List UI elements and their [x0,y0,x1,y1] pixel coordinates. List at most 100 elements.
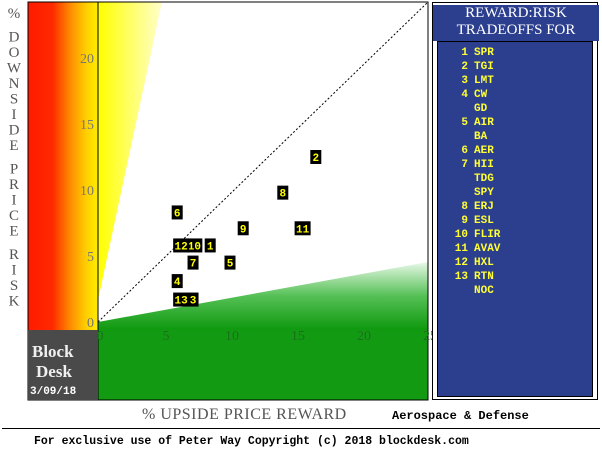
data-point-box [277,185,289,200]
legend-item: NOC [438,284,588,298]
data-point-box [187,292,199,307]
legend-item: 4 CW [438,88,588,102]
data-point-label: 11 [296,224,310,236]
legend-ticker: SPY [474,187,494,199]
legend-ticker: GD [474,103,488,115]
legend-item: 6 AER [438,144,588,158]
legend-item: BA [438,130,588,144]
legend-item: 8 ERJ [438,200,588,214]
diagonal-line [97,1,429,323]
legend-panel: REWARD:RISK TRADEOFFS FOR 1 SPR 2 TGI 3 LMT 4 C… [432,2,599,400]
report-date: 3/09/18 [30,386,77,398]
y-axis-title-letter: P [10,162,18,178]
legend-ticker: SPR [474,47,494,59]
sector-label: Aerospace & Defense [392,409,529,423]
data-point-box [186,238,203,253]
legend-item: 9 ESL [438,214,588,228]
data-point-label: 13 [175,296,189,308]
y-axis-title-letter: S [10,278,18,294]
x-tick-label: 15 [291,329,305,344]
legend-ticker: AVAV [474,243,501,255]
y-axis-title-letter: N [9,76,20,92]
data-point-label: 5 [227,259,234,271]
data-point-box [171,205,183,220]
data-point-box [187,255,199,270]
yellow-zone [98,2,162,300]
legend-rank: 12 [454,257,468,269]
legend-rank: 9 [461,215,468,227]
y-tick-label: 5 [87,250,94,265]
y-axis-title-letter: I [12,193,17,209]
y-axis-title-letter: W [7,61,22,77]
legend-ticker: HXL [474,257,494,269]
legend-ticker: HII [474,159,494,171]
x-axis-title: % UPSIDE PRICE REWARD [142,406,347,423]
logo-line2: Desk [36,362,72,381]
legend-item: 13 RTN [438,270,588,284]
block-desk-logo: Block Desk 3/09/18 [28,330,98,400]
legend-rank: 6 [461,145,468,157]
legend-rank: 11 [454,243,468,255]
data-point-box [310,150,322,164]
y-tick-label: 10 [80,184,94,199]
legend-list: 1 SPR 2 TGI 3 LMT 4 CW GD 5 AIR BA 6 AER 7 HII TDG SPY 8 ER… [438,46,588,298]
legend-rank: 7 [461,159,468,171]
legend-ticker: LMT [474,75,494,87]
x-tick-label: 0 [97,329,104,344]
data-point-label: 12 [175,241,188,253]
y-tick-label: 20 [80,52,94,67]
data-point-label: 8 [279,189,286,201]
data-point-label: 3 [190,296,197,308]
legend-ticker: TDG [474,173,494,185]
y-axis-title-letter: D [9,30,20,46]
plot-border [27,1,429,401]
data-point-box [173,238,190,253]
legend-item: 3 LMT [438,74,588,88]
copyright-footer: For exclusive use of Peter Way Copyright… [34,435,469,448]
data-point-label: 7 [190,259,197,271]
data-point-label: 6 [174,208,181,220]
legend-rank: 2 [461,61,468,73]
legend-ticker: NOC [474,285,494,297]
legend-rank: 5 [461,117,468,129]
x-tick-label: 10 [225,329,239,344]
y-tick-label: 0 [87,316,94,331]
legend-title: REWARD:RISK TRADEOFFS FOR [433,5,599,41]
legend-ticker: AER [474,145,494,157]
y-axis-title-letter: E [9,224,18,240]
y-tick-label: 25 [80,0,94,1]
data-point-box [173,292,190,307]
legend-ticker: CW [474,89,488,101]
y-axis-title-letter: S [10,92,18,108]
y-axis-title-letter: % [8,6,21,22]
y-axis-title-letter: K [9,294,20,310]
data-point-box [237,221,249,236]
data-point-label: 9 [240,224,247,236]
data-point-label: 2 [312,153,319,165]
legend-title-line2: TRADEOFFS FOR [456,22,576,38]
legend-rank: 3 [461,75,468,87]
legend-ticker: AIR [474,117,494,129]
data-point-box [224,255,236,270]
data-point-label: 4 [174,277,181,289]
legend-list-box: 1 SPR 2 TGI 3 LMT 4 CW GD 5 AIR BA 6 AER 7 HII TDG SPY 8 ER… [437,41,593,397]
y-axis-title-letter: D [9,123,20,139]
risk-gradient-strip [28,2,98,330]
data-point-box [294,221,311,236]
legend-rank: 10 [454,229,468,241]
logo-line1: Block [32,342,74,361]
legend-rank: 13 [454,271,468,283]
x-tick-label: 5 [163,329,170,344]
y-axis-title-letter: R [9,247,19,263]
green-zone-bottom [98,330,428,400]
legend-rank: 4 [461,89,468,101]
legend-ticker: BA [474,131,488,143]
y-tick-label: 15 [80,118,94,133]
legend-item: 2 TGI [438,60,588,74]
legend-title-line1: REWARD:RISK [465,5,567,21]
green-zone-top [98,262,428,330]
legend-item: 1 SPR [438,46,588,60]
y-axis-title-letter: I [12,107,17,123]
